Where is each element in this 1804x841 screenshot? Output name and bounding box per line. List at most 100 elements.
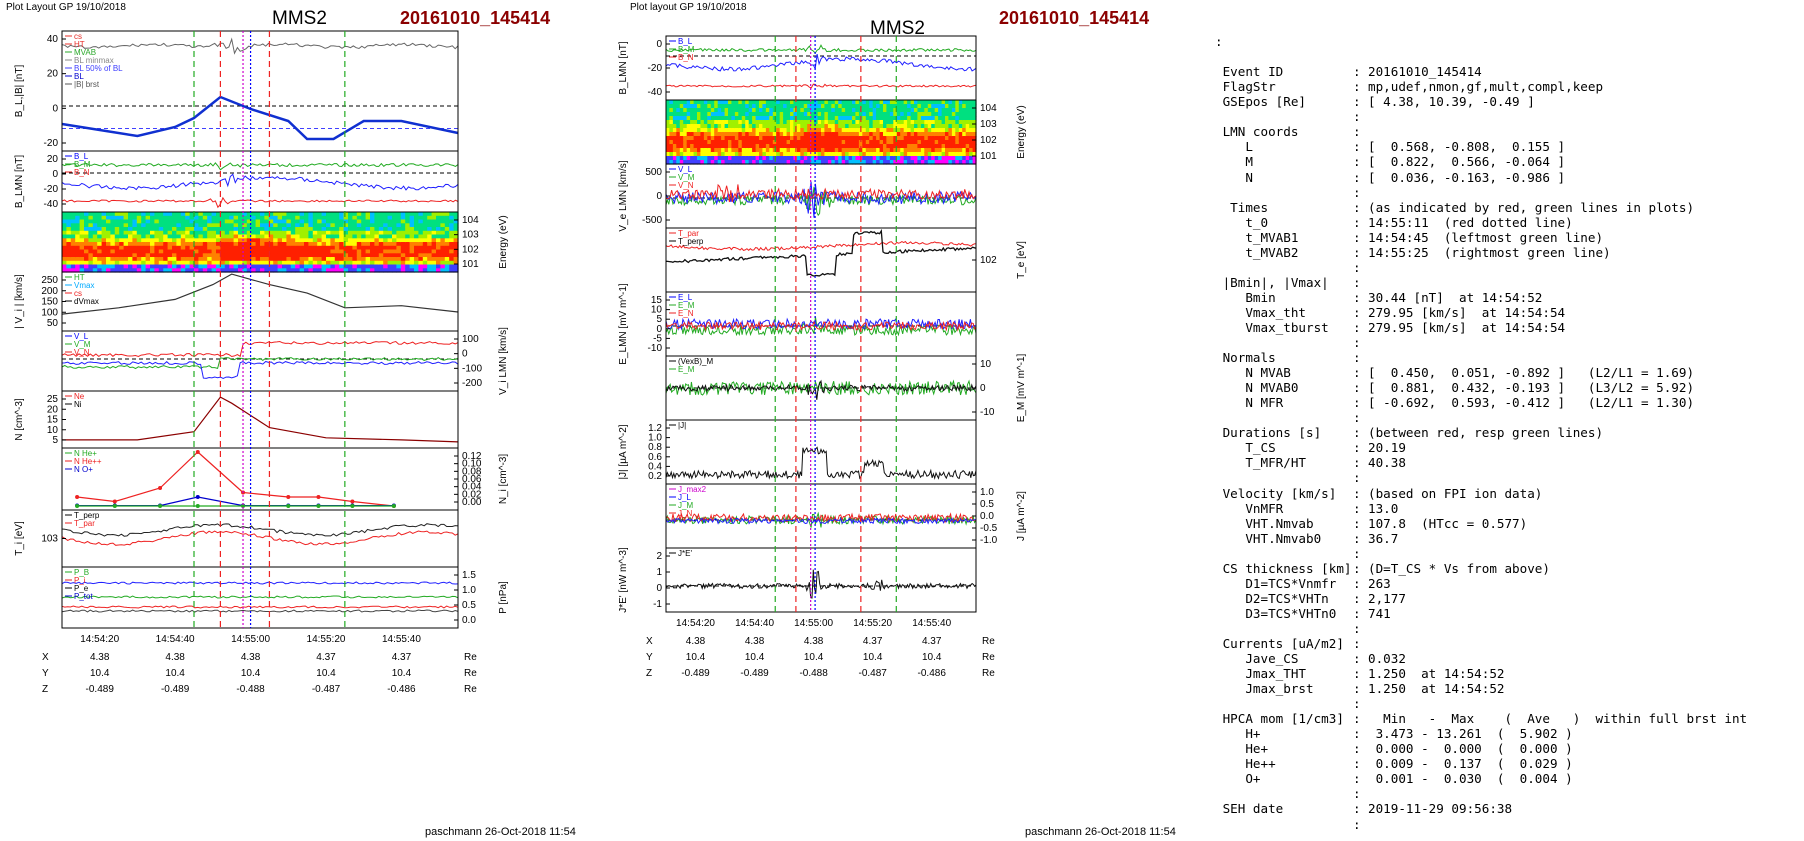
middle-spectrogram-cell bbox=[672, 120, 677, 125]
left-spectrogram-cell bbox=[378, 227, 384, 232]
middle-spectrogram-cell bbox=[700, 152, 705, 157]
left-spectrogram-cell bbox=[361, 249, 367, 254]
left-spectrogram-cell bbox=[431, 268, 437, 273]
left-spectrogram-cell bbox=[251, 242, 257, 247]
left-spectrogram-cell bbox=[436, 253, 441, 258]
left-spectrogram-cell bbox=[392, 253, 397, 258]
info-value bbox=[1368, 470, 1800, 485]
left-spectrogram-cell bbox=[150, 268, 155, 273]
middle-spectrogram-cell bbox=[951, 144, 956, 149]
left-spectrogram-cell bbox=[163, 257, 169, 262]
middle-spectrogram-cell bbox=[814, 104, 819, 109]
left-spectrogram-cell bbox=[414, 215, 419, 221]
left-spectrogram-cell bbox=[97, 249, 103, 254]
middle-spectrogram-cell bbox=[745, 132, 750, 137]
left-spectrogram-cell bbox=[128, 219, 133, 224]
left-spectrogram-cell bbox=[405, 253, 411, 258]
middle-spectrogram-cell bbox=[703, 144, 708, 149]
middle-spectrogram-cell bbox=[745, 104, 750, 109]
left-spectrogram-cell bbox=[176, 219, 182, 224]
middle-spectrogram-cell bbox=[690, 112, 695, 117]
left-tick-left: 150 bbox=[41, 297, 58, 308]
left-spectrogram-cell bbox=[427, 234, 433, 239]
left-spectrogram-cell bbox=[167, 245, 173, 251]
middle-spectrogram-cell bbox=[900, 100, 905, 105]
middle-tick-left: 0 bbox=[656, 583, 662, 594]
middle-spectrogram-cell bbox=[934, 160, 939, 165]
left-spectrogram-cell bbox=[194, 264, 199, 269]
left-spectrogram-cell bbox=[374, 212, 380, 217]
left-series-Pi bbox=[61, 605, 459, 609]
left-panel-ylabel: B_L,|B| [nT] bbox=[14, 65, 25, 118]
middle-spectrogram-cell bbox=[807, 120, 812, 125]
left-spectrogram-cell bbox=[365, 227, 371, 232]
middle-spectrogram-cell bbox=[852, 116, 856, 121]
left-spectrogram-cell bbox=[189, 223, 195, 228]
left-spectrogram-cell bbox=[255, 245, 261, 251]
left-spectrogram-cell bbox=[79, 242, 85, 247]
left-spectrogram-cell bbox=[123, 257, 129, 262]
middle-spectrogram-cell bbox=[790, 160, 794, 165]
left-spectrogram-cell bbox=[224, 212, 230, 217]
middle-spectrogram-cell bbox=[810, 108, 815, 113]
left-spectrogram-cell bbox=[449, 257, 455, 262]
info-value: [ -0.692, 0.593, -0.412 ] (L2/L1 = 1.30) bbox=[1368, 395, 1695, 411]
left-spectrogram-cell bbox=[141, 234, 147, 239]
middle-spectrogram-cell bbox=[783, 136, 788, 141]
middle-spectrogram-cell bbox=[710, 136, 715, 141]
middle-time-tick: 14:55:00 bbox=[794, 618, 833, 629]
middle-spectrogram-cell bbox=[683, 116, 688, 121]
left-spectrogram-cell bbox=[172, 230, 177, 236]
middle-spectrogram-cell bbox=[827, 100, 832, 105]
left-spectrogram-cell bbox=[321, 227, 327, 232]
left-spectrogram-cell bbox=[400, 245, 406, 251]
left-spectrogram-cell bbox=[92, 223, 98, 228]
middle-spectrogram-cell bbox=[848, 120, 853, 125]
middle-spectrogram-cell bbox=[958, 156, 963, 161]
left-spectrogram-cell bbox=[97, 260, 103, 266]
left-spectrogram-cell bbox=[378, 268, 384, 273]
left-spectrogram-cell bbox=[136, 223, 142, 228]
middle-spectrogram-cell bbox=[972, 100, 977, 105]
left-spectrogram-cell bbox=[431, 212, 437, 217]
info-value bbox=[1368, 335, 1800, 350]
left-spectrogram-cell bbox=[374, 238, 380, 243]
middle-spectrogram-cell bbox=[776, 112, 781, 117]
middle-spectrogram-cell bbox=[848, 136, 853, 141]
left-spectrogram-cell bbox=[312, 223, 318, 228]
left-spectrogram-cell bbox=[334, 238, 340, 243]
middle-spectrogram-cell bbox=[951, 160, 956, 165]
left-spectrogram-cell bbox=[145, 227, 151, 232]
left-spectrogram-cell bbox=[167, 253, 173, 258]
left-spectrogram-cell bbox=[88, 268, 94, 273]
left-spectrogram-cell bbox=[453, 234, 459, 239]
left-spectrogram-cell bbox=[211, 227, 217, 232]
left-spectrogram-cell bbox=[440, 234, 446, 239]
middle-spectrogram-cell bbox=[924, 104, 929, 109]
middle-spectrogram-cell bbox=[776, 160, 781, 165]
middle-legend-entry: J_M bbox=[678, 501, 693, 510]
info-value: 0.009 - 0.137 ( 0.029 ) bbox=[1368, 756, 1573, 772]
left-spectrogram-cell bbox=[189, 234, 195, 239]
middle-spectrogram-cell bbox=[710, 112, 715, 117]
middle-spectrogram-cell bbox=[965, 128, 970, 133]
left-spectrogram-cell bbox=[211, 245, 217, 251]
left-panel-ylabel: P [nPa] bbox=[498, 581, 509, 614]
middle-spectrogram-cell bbox=[934, 128, 939, 133]
left-spectrogram-cell bbox=[361, 264, 367, 269]
middle-spectrogram-cell bbox=[903, 144, 908, 149]
middle-spectrogram-cell bbox=[731, 140, 736, 145]
left-spectrogram-cell bbox=[110, 230, 116, 236]
left-spectrogram-cell bbox=[308, 253, 314, 258]
middle-spectrogram-cell bbox=[900, 116, 905, 121]
middle-spectrogram-cell bbox=[951, 120, 956, 125]
middle-spectrogram-cell bbox=[914, 104, 918, 109]
middle-spectrogram-cell bbox=[803, 152, 808, 157]
middle-spectrogram-cell bbox=[721, 160, 726, 165]
middle-spectrogram-cell bbox=[965, 124, 970, 129]
info-row: HPCA mom [1/cm3]: Min - Max ( Ave ) with… bbox=[1215, 711, 1800, 726]
middle-spectrogram-cell bbox=[765, 136, 770, 141]
left-spectrogram-cell bbox=[370, 268, 375, 273]
left-spectrogram-cell bbox=[374, 230, 380, 236]
info-separator: : bbox=[1353, 470, 1361, 486]
